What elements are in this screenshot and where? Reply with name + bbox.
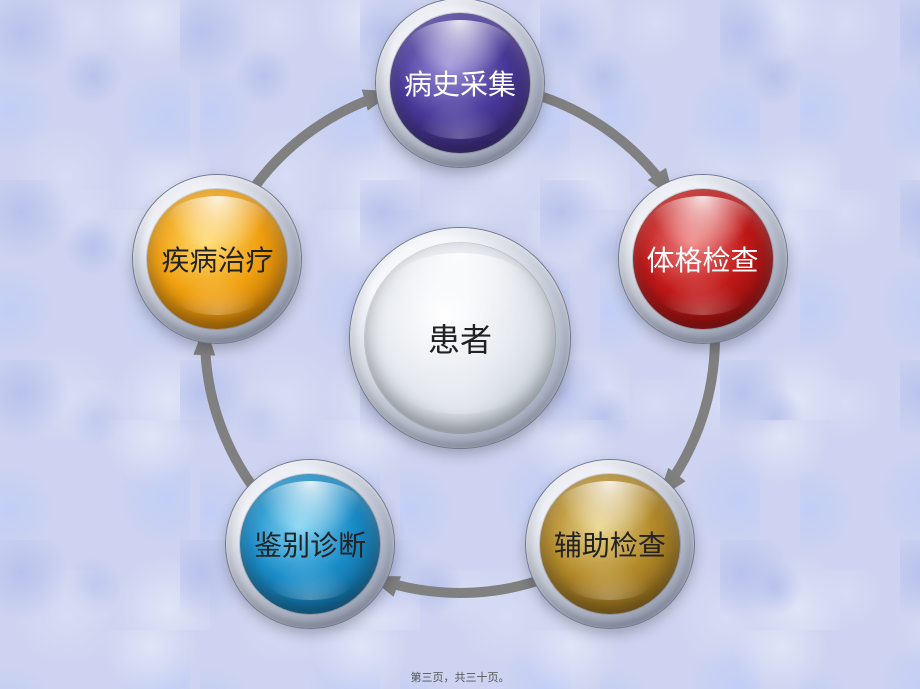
node-treat: 疾病治疗 bbox=[133, 175, 301, 343]
node-history: 病史采集 bbox=[376, 0, 544, 167]
page-footer-text: 第三页，共三十页。 bbox=[411, 672, 510, 684]
node-physical: 体格检查 bbox=[619, 175, 787, 343]
node-treat-label: 疾病治疗 bbox=[161, 239, 273, 279]
center-node: 患者 bbox=[350, 228, 570, 448]
node-aux-label: 辅助检查 bbox=[554, 524, 666, 564]
center-node-label: 患者 bbox=[428, 315, 492, 361]
node-diff: 鉴别诊断 bbox=[226, 460, 394, 628]
node-aux: 辅助检查 bbox=[526, 460, 694, 628]
node-physical-label: 体格检查 bbox=[647, 239, 759, 279]
page-footer: 第三页，共三十页。 bbox=[411, 669, 510, 685]
diagram-stage: 患者 病史采集体格检查辅助检查 鉴别诊断 疾病治疗 第三页，共三十页。 bbox=[0, 0, 920, 689]
node-history-label: 病史采集 bbox=[404, 63, 516, 103]
node-diff-label: 鉴别诊断 bbox=[254, 524, 366, 564]
